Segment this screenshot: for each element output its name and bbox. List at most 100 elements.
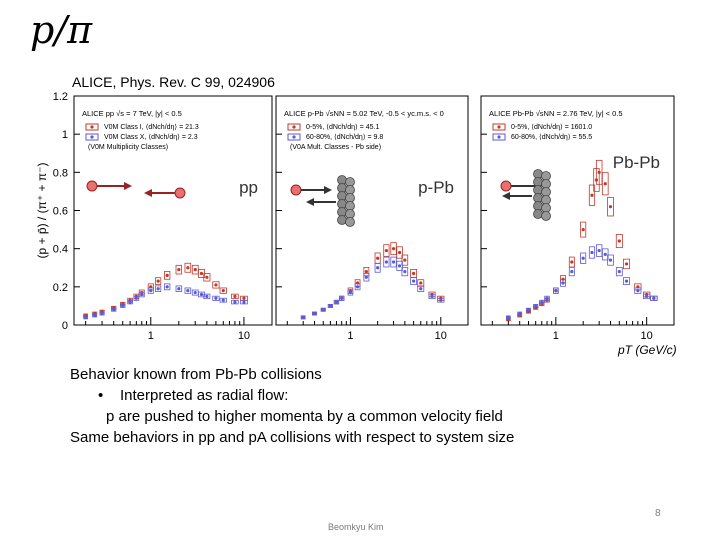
- panel-system-label: pp: [239, 178, 258, 197]
- y-tick-label: 0.8: [53, 167, 68, 179]
- data-error-box: [401, 254, 409, 266]
- panel-pp: 1 10 ALICE pp √s = 7 TeV, |y| < 0.5 V0M Cla…: [73, 95, 273, 342]
- data-point: [165, 285, 169, 289]
- legend-marker-dot: [90, 135, 94, 139]
- panel-system-label: p-Pb: [418, 178, 454, 197]
- nucleon-icon: [533, 209, 543, 219]
- proton-icon: [174, 187, 186, 199]
- data-error-box: [643, 293, 651, 300]
- proton-icon: [290, 184, 302, 196]
- legend-entry: (V0M Multiplicity Classes): [88, 144, 168, 151]
- pp-ppb-pbpb-ratio-figure: (p + p̄) / (π⁺ + π⁻)00.20.40.60.811.21 10…: [35, 91, 677, 357]
- panel-frame: [275, 95, 469, 326]
- page-number: 8: [655, 508, 661, 519]
- data-point: [233, 294, 237, 298]
- data-error-box: [155, 285, 162, 292]
- legend-entry: 0-5%, ⟨dNch/dη⟩ = 1601.0: [511, 123, 592, 131]
- data-point: [608, 205, 613, 209]
- data-error-box: [147, 287, 154, 294]
- legend-marker-dot: [497, 125, 501, 129]
- data-error-box: [383, 244, 390, 257]
- data-error-box: [410, 277, 417, 285]
- data-error-box: [607, 196, 614, 217]
- data-error-box: [127, 299, 133, 305]
- data-point: [652, 296, 656, 300]
- body-line-2: • Interpreted as radial flow:: [70, 385, 514, 406]
- data-point: [597, 248, 601, 253]
- data-error-box: [363, 273, 370, 282]
- data-point: [128, 300, 132, 304]
- nucleon-icon: [337, 215, 347, 225]
- panel-frame: [480, 95, 675, 326]
- data-error-box: [338, 295, 345, 301]
- data-point: [636, 289, 640, 293]
- legend-marker: [85, 133, 99, 141]
- data-error-box: [212, 281, 220, 289]
- data-error-box: [390, 256, 397, 268]
- legend-marker: [287, 123, 301, 131]
- data-point: [221, 298, 225, 302]
- data-error-box: [219, 297, 227, 303]
- data-error-box: [615, 266, 623, 277]
- data-error-box: [650, 295, 658, 301]
- panel-p-pb: 1 10 ALICE p-Pb √sNN = 5.02 TeV, -0.5 < yc…: [275, 95, 469, 342]
- body-line-3: p are pushed to higher momenta by a comm…: [106, 408, 503, 425]
- data-point: [590, 193, 594, 197]
- data-point: [301, 315, 305, 319]
- y-tick-label: 0.2: [53, 282, 68, 294]
- data-point: [624, 279, 629, 283]
- data-point: [242, 300, 246, 304]
- data-point: [384, 248, 389, 253]
- data-error-box: [622, 258, 631, 270]
- data-point: [581, 256, 585, 260]
- data-point: [334, 300, 339, 304]
- data-point: [419, 287, 423, 291]
- data-point: [121, 304, 125, 308]
- legend-marker: [492, 133, 506, 141]
- data-error-box: [428, 293, 436, 300]
- legend-marker: [492, 123, 506, 131]
- data-point: [112, 308, 116, 312]
- legend-entry: V0M Class X, ⟨dNch/dη⟩ = 2.3: [104, 133, 198, 141]
- x-tick-label: 10: [435, 330, 447, 342]
- data-point: [193, 290, 197, 295]
- data-point: [233, 300, 237, 304]
- data-error-box: [437, 297, 445, 303]
- data-point: [177, 268, 181, 272]
- data-point: [412, 271, 416, 276]
- data-point: [165, 273, 169, 277]
- data-point: [590, 250, 594, 255]
- data-point: [193, 268, 197, 272]
- body-line-1: Behavior known from Pb-Pb collisions: [70, 366, 322, 383]
- panel-frame: [73, 95, 273, 326]
- data-point: [597, 170, 601, 174]
- data-point: [364, 275, 368, 279]
- data-point: [540, 300, 544, 304]
- data-error-box: [580, 252, 587, 264]
- bullet-icon: •: [98, 387, 104, 404]
- data-point: [156, 279, 160, 283]
- legend-entry: 60-80%, ⟨dNch/dη⟩ = 9.8: [306, 133, 383, 141]
- legend-marker: [287, 133, 301, 141]
- data-error-box: [164, 271, 171, 280]
- data-point: [384, 260, 389, 264]
- data-point: [100, 311, 104, 316]
- data-point: [149, 289, 153, 293]
- data-error-box: [580, 221, 587, 238]
- data-point: [214, 283, 218, 287]
- data-point: [199, 271, 204, 276]
- panel-system-label: Pb-Pb: [613, 153, 660, 172]
- data-point: [177, 287, 181, 291]
- data-point: [205, 294, 209, 298]
- legend-marker-dot: [292, 125, 296, 129]
- data-error-box: [401, 266, 409, 277]
- arrowhead-icon: [324, 186, 332, 194]
- data-point: [518, 311, 522, 316]
- data-error-box: [588, 246, 596, 259]
- legend-marker-dot: [90, 125, 94, 129]
- data-point: [570, 269, 574, 274]
- data-point: [186, 289, 190, 293]
- data-error-box: [553, 287, 559, 294]
- footer-author: Beomkyu Kim: [328, 522, 384, 532]
- data-point: [156, 287, 160, 291]
